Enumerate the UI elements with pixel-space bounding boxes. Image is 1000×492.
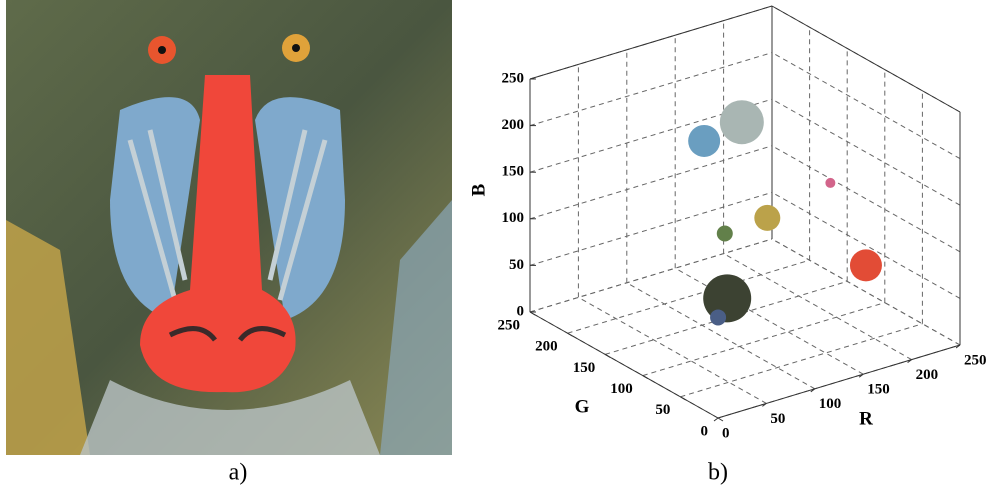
y-axis-title: G bbox=[575, 396, 590, 417]
x-tick-label: 50 bbox=[770, 411, 785, 427]
panel-label: a) bbox=[229, 460, 248, 486]
panel-label: b) bbox=[708, 460, 728, 486]
x-tick-label: 0 bbox=[722, 425, 730, 441]
bubble bbox=[850, 249, 882, 281]
y-tick-label: 50 bbox=[655, 402, 670, 418]
tick-mark bbox=[605, 354, 610, 357]
grid-line bbox=[568, 260, 810, 333]
pupil bbox=[158, 46, 166, 54]
bubble bbox=[703, 274, 751, 322]
x-tick-label: 200 bbox=[916, 367, 939, 383]
z-tick-label: 200 bbox=[502, 117, 525, 133]
grid-line bbox=[643, 303, 885, 376]
axis-line bbox=[772, 6, 960, 112]
tick-mark bbox=[568, 333, 573, 336]
y-tick-label: 100 bbox=[610, 381, 633, 397]
bubble bbox=[720, 100, 764, 144]
tick-mark bbox=[643, 376, 648, 379]
grid-line bbox=[772, 53, 960, 159]
z-axis-title: B bbox=[468, 183, 489, 196]
z-tick-label: 150 bbox=[502, 164, 525, 180]
y-tick-label: 200 bbox=[535, 339, 558, 355]
x-tick-label: 250 bbox=[964, 352, 987, 368]
axis-line bbox=[530, 6, 772, 79]
y-tick-label: 250 bbox=[498, 317, 521, 333]
bubble bbox=[710, 309, 726, 325]
bubble bbox=[717, 225, 733, 241]
y-tick-label: 150 bbox=[573, 360, 596, 376]
x-tick-label: 100 bbox=[819, 396, 842, 412]
x-tick-label: 150 bbox=[867, 382, 890, 398]
bubble bbox=[754, 205, 780, 231]
z-tick-label: 100 bbox=[502, 210, 525, 226]
z-tick-label: 250 bbox=[502, 70, 525, 86]
y-tick-label: 0 bbox=[701, 423, 709, 439]
grid-line bbox=[724, 254, 912, 360]
tick-mark bbox=[680, 397, 685, 400]
x-axis-title: R bbox=[859, 408, 873, 429]
page: a) b) B G R 0 50 100 150 200 250 0 50 100 150 200 2… bbox=[0, 0, 1000, 492]
grid-line bbox=[675, 268, 863, 374]
figure: a) b) B G R 0 50 100 150 200 250 0 50 100 150 200 2… bbox=[0, 0, 1000, 492]
grid-line bbox=[530, 192, 772, 265]
pupil bbox=[292, 44, 300, 52]
tick-mark bbox=[718, 418, 723, 421]
tick-mark bbox=[714, 418, 718, 421]
axis-line bbox=[530, 312, 718, 418]
z-tick-label: 50 bbox=[509, 257, 524, 273]
grid-line bbox=[530, 146, 772, 219]
grid-line bbox=[772, 99, 960, 205]
mandrill-image bbox=[6, 0, 452, 455]
grid-line bbox=[772, 146, 960, 252]
bubble bbox=[688, 125, 720, 157]
grid-line bbox=[772, 192, 960, 298]
bubble bbox=[825, 178, 835, 188]
